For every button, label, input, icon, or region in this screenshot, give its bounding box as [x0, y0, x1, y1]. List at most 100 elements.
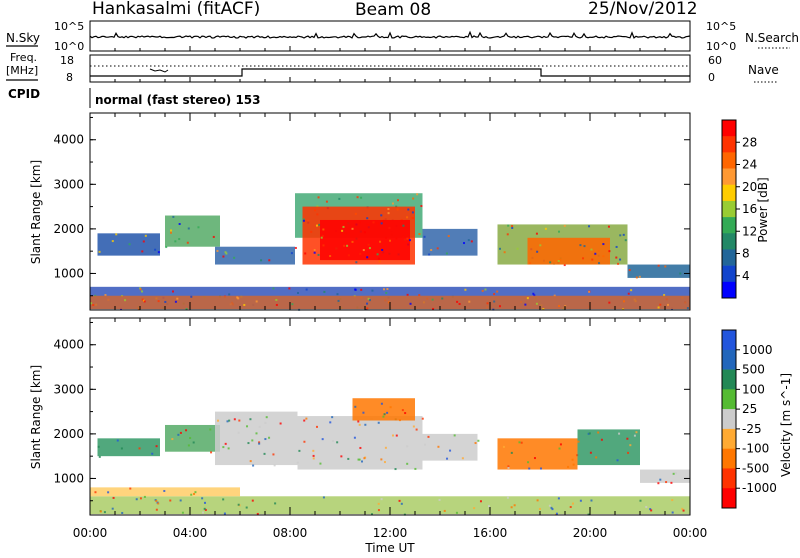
- velocity-speckle: [272, 453, 275, 456]
- power-region-10: [527, 237, 610, 265]
- velocity-speckle: [551, 508, 554, 511]
- velocity-speckle: [251, 439, 254, 442]
- power-speckle: [141, 290, 144, 293]
- velocity-speckle: [177, 433, 180, 436]
- nsearch-tick-bottom: 10^0: [706, 40, 736, 53]
- power-speckle: [379, 240, 382, 243]
- power-speckle: [503, 251, 506, 254]
- power-speckle: [588, 290, 591, 293]
- power-speckle: [406, 216, 409, 219]
- velocity-speckle: [358, 423, 361, 426]
- velocity-colorbar-tick-label: -100: [742, 442, 769, 456]
- power-speckle: [171, 290, 174, 293]
- power-speckle: [511, 225, 514, 228]
- power-speckle: [322, 228, 325, 231]
- velocity-colorbar-swatch: [722, 389, 736, 410]
- power-speckle: [408, 239, 411, 242]
- power-speckle: [363, 231, 366, 234]
- velocity-speckle: [116, 439, 119, 442]
- power-speckle: [635, 276, 638, 279]
- velocity-region-9: [577, 429, 640, 466]
- power-speckle: [315, 224, 318, 227]
- velocity-ytick-label: 1000: [53, 471, 84, 485]
- power-speckle: [617, 262, 620, 265]
- velocity-speckle: [181, 511, 184, 514]
- power-colorbar-tick-label: 8: [742, 247, 750, 261]
- velocity-speckle: [305, 417, 308, 420]
- power-speckle: [627, 292, 630, 295]
- power-speckle: [615, 245, 618, 248]
- velocity-speckle: [336, 441, 339, 444]
- velocity-speckle: [319, 462, 322, 465]
- power-speckle: [317, 196, 320, 199]
- velocity-speckle: [279, 422, 282, 425]
- velocity-speckle: [203, 501, 206, 504]
- power-speckle: [557, 259, 560, 262]
- power-speckle: [329, 255, 332, 258]
- power-speckle: [470, 240, 473, 243]
- velocity-speckle: [479, 500, 482, 503]
- power-speckle: [559, 259, 562, 262]
- velocity-speckle: [190, 493, 193, 496]
- velocity-speckle: [179, 499, 182, 502]
- power-speckle: [486, 302, 489, 305]
- velocity-speckle: [226, 420, 229, 423]
- power-speckle: [409, 302, 412, 305]
- power-speckle: [536, 250, 539, 253]
- power-speckle: [360, 196, 363, 199]
- velocity-speckle: [187, 444, 190, 447]
- power-ytick-label: 1000: [53, 266, 84, 280]
- power-speckle: [458, 302, 461, 305]
- velocity-speckle: [587, 432, 590, 435]
- power-speckle: [423, 235, 426, 238]
- velocity-speckle: [682, 509, 685, 512]
- velocity-speckle: [249, 460, 252, 463]
- power-speckle: [98, 250, 101, 253]
- power-region-8: [422, 228, 478, 256]
- velocity-speckle: [303, 419, 306, 422]
- velocity-speckle: [502, 445, 505, 448]
- power-colorbar-tick-label: 24: [742, 158, 757, 172]
- power-speckle: [216, 249, 219, 252]
- velocity-speckle: [237, 431, 240, 434]
- velocity-speckle: [203, 507, 206, 510]
- velocity-speckle: [340, 455, 343, 458]
- power-y-axis-label: Slant Range [km]: [29, 160, 43, 264]
- power-speckle: [468, 300, 471, 303]
- velocity-speckle: [559, 443, 562, 446]
- power-speckle: [115, 233, 118, 236]
- velocity-speckle: [412, 425, 415, 428]
- power-speckle: [533, 294, 536, 297]
- power-colorbar: 28 24 20 16 12 8 4: [721, 119, 757, 299]
- velocity-speckle: [359, 446, 362, 449]
- velocity-speckle: [487, 505, 490, 508]
- velocity-speckle: [121, 511, 124, 514]
- power-speckle: [317, 253, 320, 256]
- power-speckle: [420, 205, 423, 208]
- power-speckle: [176, 297, 179, 300]
- power-speckle: [305, 288, 308, 291]
- power-speckle: [224, 251, 227, 254]
- power-speckle: [178, 238, 181, 241]
- power-speckle: [172, 215, 175, 218]
- velocity-speckle: [453, 434, 456, 437]
- velocity-speckle: [263, 452, 266, 455]
- velocity-speckle: [577, 440, 580, 443]
- velocity-speckle: [360, 460, 363, 463]
- velocity-speckle: [567, 465, 570, 468]
- power-speckle: [496, 290, 499, 293]
- power-speckle: [436, 247, 439, 250]
- velocity-speckle: [427, 435, 430, 438]
- velocity-region-4: [215, 411, 298, 466]
- velocity-speckle: [600, 438, 603, 441]
- power-speckle: [607, 225, 610, 228]
- power-speckle: [396, 199, 399, 202]
- power-speckle: [418, 294, 421, 297]
- velocity-colorbar-swatch: [722, 330, 736, 351]
- power-speckle: [366, 256, 369, 259]
- velocity-speckle: [595, 456, 598, 459]
- power-speckle: [255, 300, 258, 303]
- power-colorbar-swatch: [722, 200, 736, 218]
- velocity-speckle: [635, 431, 638, 434]
